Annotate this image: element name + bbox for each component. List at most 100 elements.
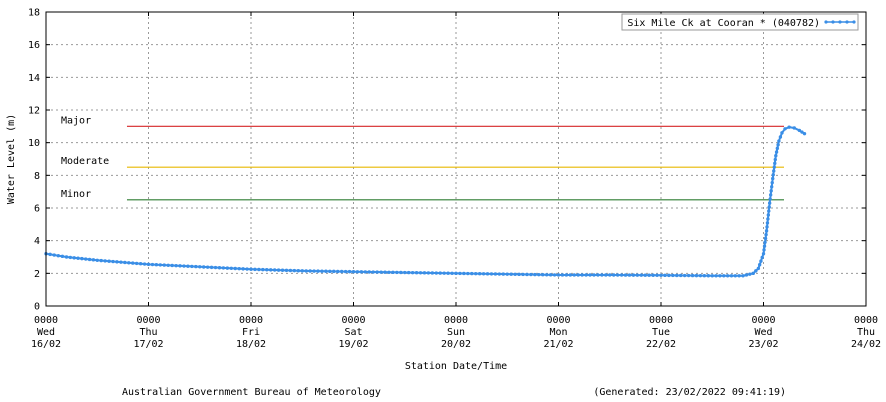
series-marker [182, 264, 186, 268]
series-marker [774, 150, 779, 154]
series-marker [767, 209, 771, 213]
series-marker [194, 264, 198, 269]
y-tick-label: 4 [34, 236, 40, 247]
x-tick-label: 0000 [239, 315, 263, 326]
series-marker [442, 271, 446, 275]
footer-agency: Australian Government Bureau of Meteorol… [122, 387, 381, 398]
series-marker [272, 268, 277, 272]
series-marker [470, 271, 474, 276]
series-marker [166, 263, 170, 267]
series-marker [95, 258, 99, 262]
series-line [45, 126, 806, 277]
series-marker [604, 273, 608, 277]
series-marker [359, 270, 364, 274]
series-marker [91, 258, 96, 262]
series-marker [367, 270, 371, 274]
series-marker [766, 213, 771, 217]
series-marker [667, 273, 671, 278]
series-marker [690, 273, 695, 278]
series-marker [600, 273, 604, 277]
series-marker [387, 270, 391, 274]
series-marker [533, 272, 537, 277]
series-marker [588, 273, 592, 277]
series-marker [627, 273, 632, 277]
series-marker [771, 173, 775, 177]
x-tick-label: Wed [37, 327, 55, 338]
series-marker [497, 272, 502, 276]
series-marker [765, 225, 769, 229]
series-marker [64, 255, 69, 259]
series-marker [754, 269, 758, 273]
series-marker [209, 265, 214, 270]
series-marker [72, 256, 76, 260]
y-tick-label: 10 [28, 138, 40, 149]
series-marker [201, 265, 206, 269]
series-layer [44, 125, 807, 278]
series-marker [52, 253, 56, 257]
series-marker [217, 266, 222, 270]
series-marker [763, 236, 768, 241]
series-marker [768, 193, 773, 197]
series-marker [403, 270, 407, 275]
series-marker [414, 271, 419, 275]
series-marker [332, 269, 336, 274]
series-marker [292, 268, 297, 273]
series-marker [276, 268, 281, 272]
series-marker [158, 263, 163, 267]
series-marker [773, 161, 777, 166]
x-tick-label: 16/02 [31, 339, 61, 350]
footer-generated: (Generated: 23/02/2022 09:41:19) [593, 387, 786, 398]
series-marker [280, 268, 285, 272]
series-marker [564, 273, 569, 277]
y-tick-label: 12 [28, 106, 40, 117]
series-marker [269, 268, 273, 272]
series-marker [99, 258, 103, 263]
series-marker [802, 131, 807, 136]
series-marker [529, 272, 533, 277]
series-marker [379, 270, 383, 274]
series-marker [458, 271, 462, 276]
series-marker [773, 157, 777, 162]
x-tick-label: 19/02 [338, 339, 368, 350]
x-tick-label: 17/02 [133, 339, 163, 350]
x-tick-label: 0000 [136, 315, 160, 326]
series-marker [320, 269, 324, 273]
series-marker [493, 272, 498, 276]
series-marker [765, 221, 770, 225]
series-marker [418, 271, 423, 275]
series-marker [760, 255, 764, 260]
threshold-label: Minor [61, 189, 91, 200]
series-marker [178, 264, 182, 268]
series-marker [619, 273, 624, 277]
series-marker [509, 272, 513, 276]
series-marker [552, 273, 557, 277]
series-marker [756, 266, 761, 271]
legend-marker [845, 20, 849, 24]
series-marker [481, 272, 486, 276]
x-tick-label: Thu [139, 327, 157, 338]
series-marker [76, 256, 80, 260]
series-marker [174, 263, 178, 268]
series-marker [596, 273, 600, 277]
series-marker [225, 266, 230, 270]
series-marker [466, 271, 470, 276]
series-marker [162, 263, 166, 267]
legend-marker [831, 20, 835, 24]
y-tick-label: 0 [34, 302, 40, 313]
series-marker [213, 265, 218, 270]
series-marker [383, 270, 387, 274]
series-marker [296, 269, 301, 273]
series-marker [253, 267, 257, 272]
series-marker [556, 273, 561, 277]
series-marker [787, 125, 791, 129]
y-tick-label: 16 [28, 40, 40, 51]
series-marker [233, 266, 237, 271]
series-marker [762, 244, 767, 248]
series-marker [659, 273, 663, 277]
series-marker [725, 274, 730, 278]
series-marker [764, 229, 769, 233]
series-marker [748, 272, 752, 276]
series-marker [761, 252, 766, 256]
x-tick-label: 0000 [854, 315, 878, 326]
